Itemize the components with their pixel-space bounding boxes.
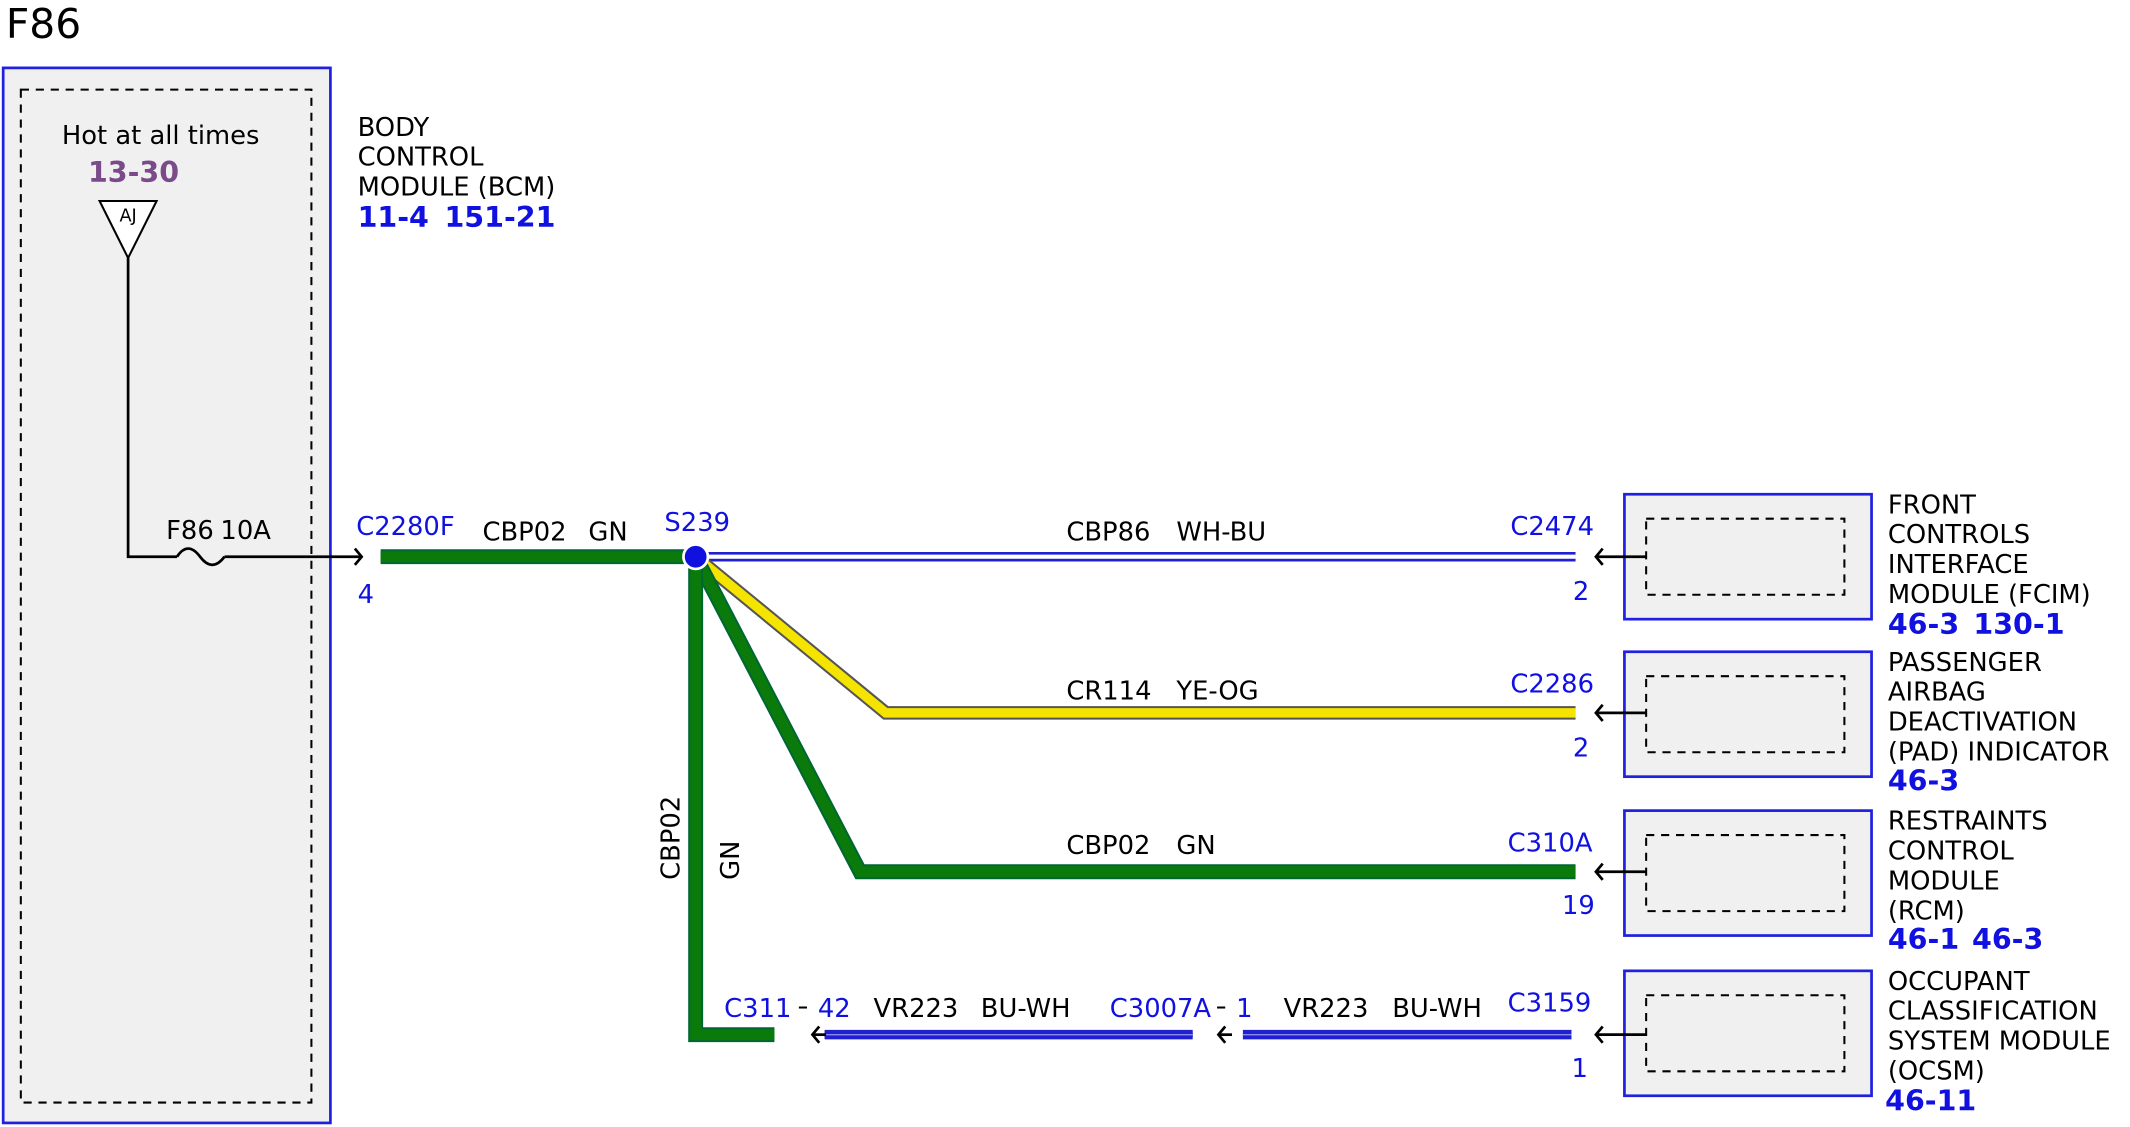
wire-circuit: VR223 bbox=[1284, 994, 1369, 1024]
module-box bbox=[1623, 492, 1873, 621]
wire-circuit: CBP02 bbox=[1066, 831, 1150, 861]
module-name: CONTROL bbox=[358, 143, 485, 173]
bcm-box bbox=[1, 66, 332, 1125]
wire-color: GN bbox=[1176, 831, 1215, 861]
page-ref: 46-3 bbox=[1888, 608, 1959, 641]
connector-pin bbox=[1594, 1025, 1604, 1044]
module-name: AIRBAG bbox=[1888, 678, 1986, 708]
connector-pin bbox=[1216, 1025, 1227, 1044]
module-name: MODULE (FCIM) bbox=[1888, 580, 2091, 610]
wire-circuit: CBP02 bbox=[656, 796, 686, 880]
connector-pin bbox=[1594, 547, 1604, 566]
module-name: RESTRAINTS bbox=[1888, 807, 2048, 837]
fuse bbox=[175, 547, 226, 567]
module-box bbox=[1623, 969, 1873, 1098]
pin-label: 1 bbox=[1236, 994, 1252, 1024]
connector-pin bbox=[1594, 703, 1604, 722]
page-ref: 46-3 bbox=[1888, 764, 1959, 797]
module-name: DEACTIVATION bbox=[1888, 708, 2077, 738]
bcm-inner bbox=[19, 88, 313, 1104]
connector-label: C2286 bbox=[1510, 669, 1594, 699]
module-name: (PAD) INDICATOR bbox=[1888, 737, 2110, 767]
connector-pin bbox=[810, 1025, 821, 1044]
source-note: Hot at all times bbox=[62, 121, 260, 151]
module-name: MODULE bbox=[1888, 866, 2000, 896]
wire bbox=[692, 553, 1576, 718]
module-name: OCCUPANT bbox=[1888, 967, 2030, 997]
pin-label: 2 bbox=[1573, 733, 1589, 763]
module-name: SYSTEM MODULE bbox=[1888, 1027, 2111, 1057]
wire-circuit: CBP02 bbox=[482, 517, 566, 547]
page-ref: 151-21 bbox=[444, 201, 555, 234]
page-ref: 46-1 bbox=[1888, 923, 1959, 956]
connector-label: C2280F bbox=[356, 512, 454, 542]
wire-color: YE-OG bbox=[1175, 676, 1258, 706]
connector-label: C310A bbox=[1508, 828, 1593, 858]
wire-circuit: VR223 bbox=[874, 994, 959, 1024]
wire bbox=[690, 554, 1576, 878]
page-ref: 11-4 bbox=[358, 201, 429, 234]
connector-label: C3007A bbox=[1110, 994, 1212, 1024]
module-name: CONTROLS bbox=[1888, 520, 2030, 550]
module-box bbox=[1623, 809, 1873, 937]
module-name: CLASSIFICATION bbox=[1888, 997, 2098, 1027]
module-name: MODULE (BCM) bbox=[358, 173, 556, 203]
pin-label: 42 bbox=[818, 994, 851, 1024]
module-name: CONTROL bbox=[1888, 837, 2015, 867]
connector-label: C311 bbox=[724, 994, 791, 1024]
wire-color: GN bbox=[588, 517, 627, 547]
power-symbol bbox=[97, 199, 159, 261]
connector-pin bbox=[1594, 862, 1604, 881]
power-symbol-label: AJ bbox=[119, 206, 136, 226]
connector-label: C2474 bbox=[1510, 512, 1594, 542]
module-name: (OCSM) bbox=[1888, 1056, 1985, 1086]
module-box bbox=[1623, 650, 1873, 779]
fuse-name: F86 bbox=[166, 516, 214, 546]
wire-color: BU-WH bbox=[1392, 994, 1482, 1024]
module-name: BODY bbox=[358, 113, 430, 143]
module-name: PASSENGER bbox=[1888, 648, 2042, 678]
module-name: INTERFACE bbox=[1888, 550, 2029, 580]
pin-label: 1 bbox=[1571, 1054, 1587, 1084]
pin-label: 2 bbox=[1573, 577, 1589, 607]
page-ref: 130-1 bbox=[1973, 608, 2064, 641]
feed-line bbox=[126, 257, 177, 559]
splice-label: S239 bbox=[664, 508, 730, 538]
module-name: FRONT bbox=[1888, 490, 1976, 520]
wire bbox=[690, 556, 775, 1041]
wire-color: BU-WH bbox=[981, 994, 1071, 1024]
pin-label: 4 bbox=[358, 580, 374, 610]
pin-label: 19 bbox=[1562, 891, 1595, 921]
wire-color: WH-BU bbox=[1176, 517, 1266, 547]
wire-circuit: CBP86 bbox=[1066, 517, 1150, 547]
wire-color: GN bbox=[716, 841, 746, 880]
module-name: (RCM) bbox=[1888, 896, 1965, 926]
page-ref: 46-3 bbox=[1972, 923, 2043, 956]
fuse-rating: 10A bbox=[220, 516, 271, 546]
connector-label: C3159 bbox=[1508, 989, 1592, 1019]
wire-circuit: CR114 bbox=[1066, 676, 1151, 706]
title: F86 bbox=[6, 0, 81, 48]
page-ref: 46-11 bbox=[1885, 1085, 1976, 1118]
connector-pin bbox=[353, 547, 364, 566]
source-ref: 13-30 bbox=[88, 156, 179, 189]
splice bbox=[682, 543, 710, 571]
